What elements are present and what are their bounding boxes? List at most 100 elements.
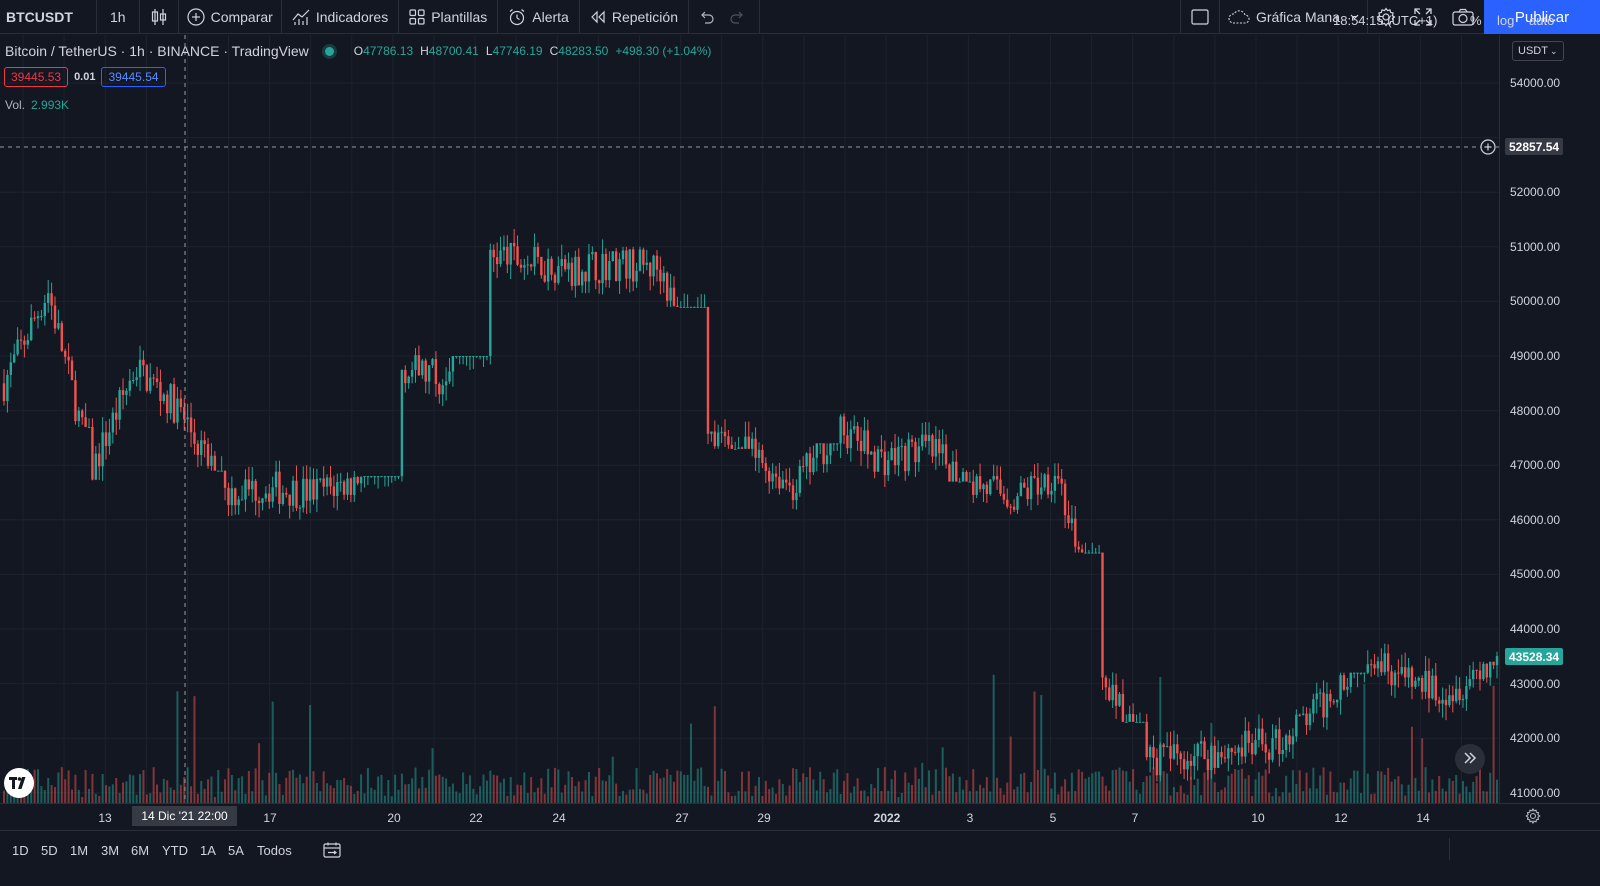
log-scale-toggle[interactable]: log bbox=[1497, 13, 1515, 28]
symbol-search-button[interactable]: BTCUSDT bbox=[6, 8, 73, 25]
candle-body bbox=[914, 441, 917, 463]
candle-body bbox=[907, 439, 910, 472]
clock-timezone[interactable]: 18:54:15 (UTC+1) bbox=[1333, 13, 1438, 28]
fullscreen-button[interactable] bbox=[1404, 0, 1442, 34]
volume-bar bbox=[244, 793, 247, 803]
candle-body bbox=[74, 380, 77, 422]
volume-bar bbox=[451, 783, 454, 803]
candle-body bbox=[995, 476, 999, 480]
templates-button[interactable]: Plantillas bbox=[399, 0, 497, 34]
percent-scale-toggle[interactable]: % bbox=[1470, 13, 1482, 28]
alert-button[interactable]: Alerta bbox=[498, 0, 579, 34]
publish-button[interactable]: Publicar bbox=[1484, 0, 1600, 34]
volume-bar bbox=[1414, 777, 1417, 803]
compare-button[interactable]: Comparar bbox=[179, 0, 281, 34]
high-value: H48700.41 bbox=[420, 44, 479, 58]
settings-button[interactable] bbox=[1368, 0, 1404, 34]
volume-bar bbox=[196, 793, 199, 803]
tradingview-logo[interactable] bbox=[4, 768, 34, 798]
candle-body bbox=[2, 383, 6, 402]
volume-bar bbox=[887, 790, 890, 803]
scroll-to-realtime-button[interactable] bbox=[1455, 744, 1485, 774]
volume-bar bbox=[1400, 784, 1403, 803]
indicators-button[interactable]: Indicadores bbox=[282, 0, 398, 34]
candle-body bbox=[132, 379, 135, 381]
range-button-5d[interactable]: 5D bbox=[41, 843, 58, 858]
range-button-5a[interactable]: 5A bbox=[228, 843, 244, 858]
volume-bar bbox=[363, 793, 366, 803]
candle-body bbox=[1349, 672, 1352, 687]
redo-button[interactable] bbox=[721, 0, 753, 34]
layout-menu-button[interactable]: Gráfica Mana bbox=[1220, 0, 1367, 34]
quantity-value[interactable]: 0.01 bbox=[74, 71, 96, 83]
candle-body bbox=[710, 431, 713, 434]
volume-bar bbox=[877, 768, 880, 803]
range-button-3m[interactable]: 3M bbox=[101, 843, 120, 858]
volume-bar bbox=[598, 767, 601, 803]
candle-body bbox=[189, 417, 193, 433]
price-scale[interactable]: 54000.00 52000.00 51000.00 50000.00 49000.00… bbox=[1499, 35, 1600, 803]
candle-body bbox=[863, 430, 866, 452]
candle-body bbox=[115, 412, 118, 420]
add-alert-icon[interactable] bbox=[1480, 139, 1496, 155]
undo-button[interactable] bbox=[689, 0, 721, 34]
candle-body bbox=[529, 264, 533, 267]
candle-body bbox=[308, 479, 312, 501]
candle-body bbox=[223, 470, 227, 488]
auto-scale-toggle[interactable]: auto bbox=[1529, 13, 1555, 28]
snapshot-button[interactable] bbox=[1442, 0, 1484, 34]
candle-body bbox=[169, 384, 172, 414]
currency-selector[interactable]: USDT ⌄ bbox=[1512, 41, 1564, 61]
range-button-1d[interactable]: 1D bbox=[12, 843, 29, 858]
buy-button[interactable]: 39445.54 bbox=[101, 67, 166, 87]
volume-bar bbox=[615, 783, 618, 803]
candle-body bbox=[1403, 667, 1407, 678]
replay-button[interactable]: Repetición bbox=[580, 0, 688, 34]
volume-bar bbox=[577, 781, 580, 803]
time-scale[interactable]: 13 17 20 22 24 27 29 2022 3 5 7 10 12 14 bbox=[0, 803, 1600, 830]
sell-button[interactable]: 39445.53 bbox=[4, 67, 69, 87]
interval-button[interactable]: 1h bbox=[110, 8, 126, 25]
select-layout-button[interactable] bbox=[1181, 0, 1219, 34]
range-button-ytd[interactable]: YTD bbox=[162, 843, 188, 858]
volume-bar bbox=[649, 775, 652, 803]
double-chevron-right-icon bbox=[1463, 751, 1477, 767]
candle-body bbox=[577, 256, 580, 286]
volume-bar bbox=[519, 785, 522, 803]
candle-body bbox=[1182, 759, 1186, 770]
volume-bar bbox=[332, 788, 335, 803]
volume-bar bbox=[1162, 771, 1165, 803]
chart-type-button[interactable] bbox=[140, 0, 178, 34]
range-button-6m[interactable]: 6M bbox=[131, 843, 150, 858]
volume-bar bbox=[43, 790, 46, 803]
volume-bar bbox=[1152, 767, 1155, 803]
range-button-1a[interactable]: 1A bbox=[200, 843, 216, 858]
candle-body bbox=[866, 430, 870, 455]
volume-bar bbox=[928, 770, 931, 803]
price-chart[interactable] bbox=[0, 35, 1499, 803]
candle-body bbox=[876, 449, 880, 472]
range-button-1m[interactable]: 1M bbox=[70, 843, 89, 858]
volume-bar bbox=[1227, 775, 1230, 803]
candle-body bbox=[1369, 664, 1373, 666]
volume-bar bbox=[917, 778, 920, 803]
candle-body bbox=[1488, 661, 1492, 678]
candle-body bbox=[693, 306, 696, 308]
scale-settings-button[interactable] bbox=[1525, 807, 1541, 827]
volume-bar bbox=[819, 771, 822, 803]
candle-body bbox=[938, 439, 941, 454]
candle-body bbox=[672, 287, 676, 306]
rewind-icon bbox=[590, 10, 606, 24]
candle-body bbox=[904, 445, 907, 472]
candle-body bbox=[1247, 730, 1250, 743]
volume-bar bbox=[496, 775, 499, 803]
candle-body bbox=[274, 471, 278, 488]
order-panel: 39445.53 0.01 39445.54 bbox=[4, 67, 166, 87]
market-status-icon[interactable] bbox=[324, 46, 334, 56]
range-button-todos[interactable]: Todos bbox=[257, 843, 292, 858]
symbol-title[interactable]: Bitcoin / TetherUS · 1h · BINANCE · Trad… bbox=[5, 43, 309, 59]
candle-body bbox=[972, 481, 975, 495]
volume-bar bbox=[1033, 691, 1036, 803]
volume-bar bbox=[101, 774, 104, 803]
goto-date-button[interactable] bbox=[323, 842, 341, 861]
